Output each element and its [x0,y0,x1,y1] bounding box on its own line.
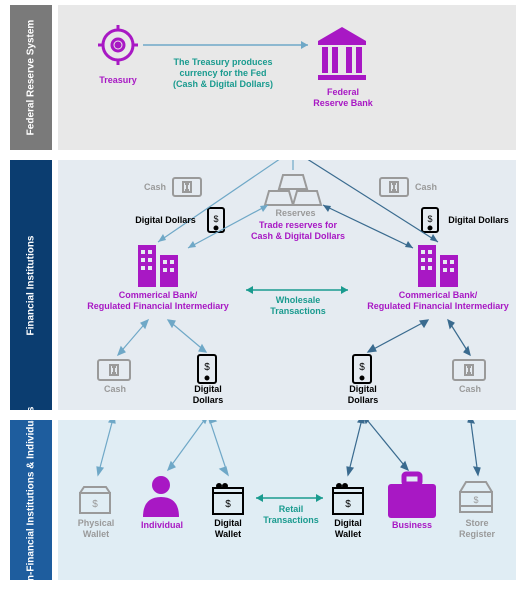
dw-left-label: Digital Wallet [208,518,248,540]
dd-label-right: Digital Dollars [441,215,516,226]
individual-label: Individual [136,520,188,531]
svg-text:$: $ [359,362,365,373]
svg-text:$: $ [213,214,218,224]
bank-label-left: Commerical Bank/ Regulated Financial Int… [78,290,238,312]
reserves-label: Reserves [268,208,323,219]
sidebar-label-2: Financial Institutions [26,235,37,335]
reserves-caption: Trade reserves for Cash & Digital Dollar… [243,220,353,242]
diagram-root: Federal Reserve System [0,0,526,588]
sidebar-nonfinancial: Non-Financial Institutions & Individuals [10,420,52,580]
svg-text:$: $ [345,499,351,510]
cash-label-right: Cash [411,182,441,193]
treasury-caption: The Treasury produces currency for the F… [148,57,298,89]
svg-text:$: $ [473,495,478,505]
svg-text:$: $ [427,214,432,224]
sidebar-federal-reserve: Federal Reserve System [10,5,52,150]
bottom-cash-right: Cash [455,384,485,395]
tier-financial: $ $ [58,160,516,410]
store-register-label: Store Register [455,518,499,540]
svg-text:$: $ [92,499,98,510]
sidebar-financial: Financial Institutions [10,160,52,410]
treasury-label: Treasury [93,75,143,86]
sidebar-label-1: Federal Reserve System [26,20,37,136]
bottom-dd-left: Digital Dollars [188,384,228,406]
retail-label: Retail Transactions [256,504,326,526]
tier3-svg: $ $ [58,420,516,580]
bottom-dd-right: Digital Dollars [343,384,383,406]
svg-text:$: $ [204,362,210,373]
dd-label-left: Digital Dollars [128,215,203,226]
business-label: Business [386,520,438,531]
wholesale-label: Wholesale Transactions [263,295,333,317]
dw-right-label: Digital Wallet [328,518,368,540]
tier-federal-reserve: Treasury The Treasury produces currency … [58,5,516,150]
tier2-svg: $ $ [58,160,516,410]
sidebar-label-3: Non-Financial Institutions & Individuals [26,406,37,594]
cash-label-left: Cash [140,182,170,193]
fed-label: Federal Reserve Bank [308,87,378,109]
tier-nonfinancial: $ $ [58,420,516,580]
physical-wallet-label: Physical Wallet [72,518,120,540]
svg-text:$: $ [225,499,231,510]
bank-label-right: Commerical Bank/ Regulated Financial Int… [358,290,518,312]
bottom-cash-left: Cash [100,384,130,395]
